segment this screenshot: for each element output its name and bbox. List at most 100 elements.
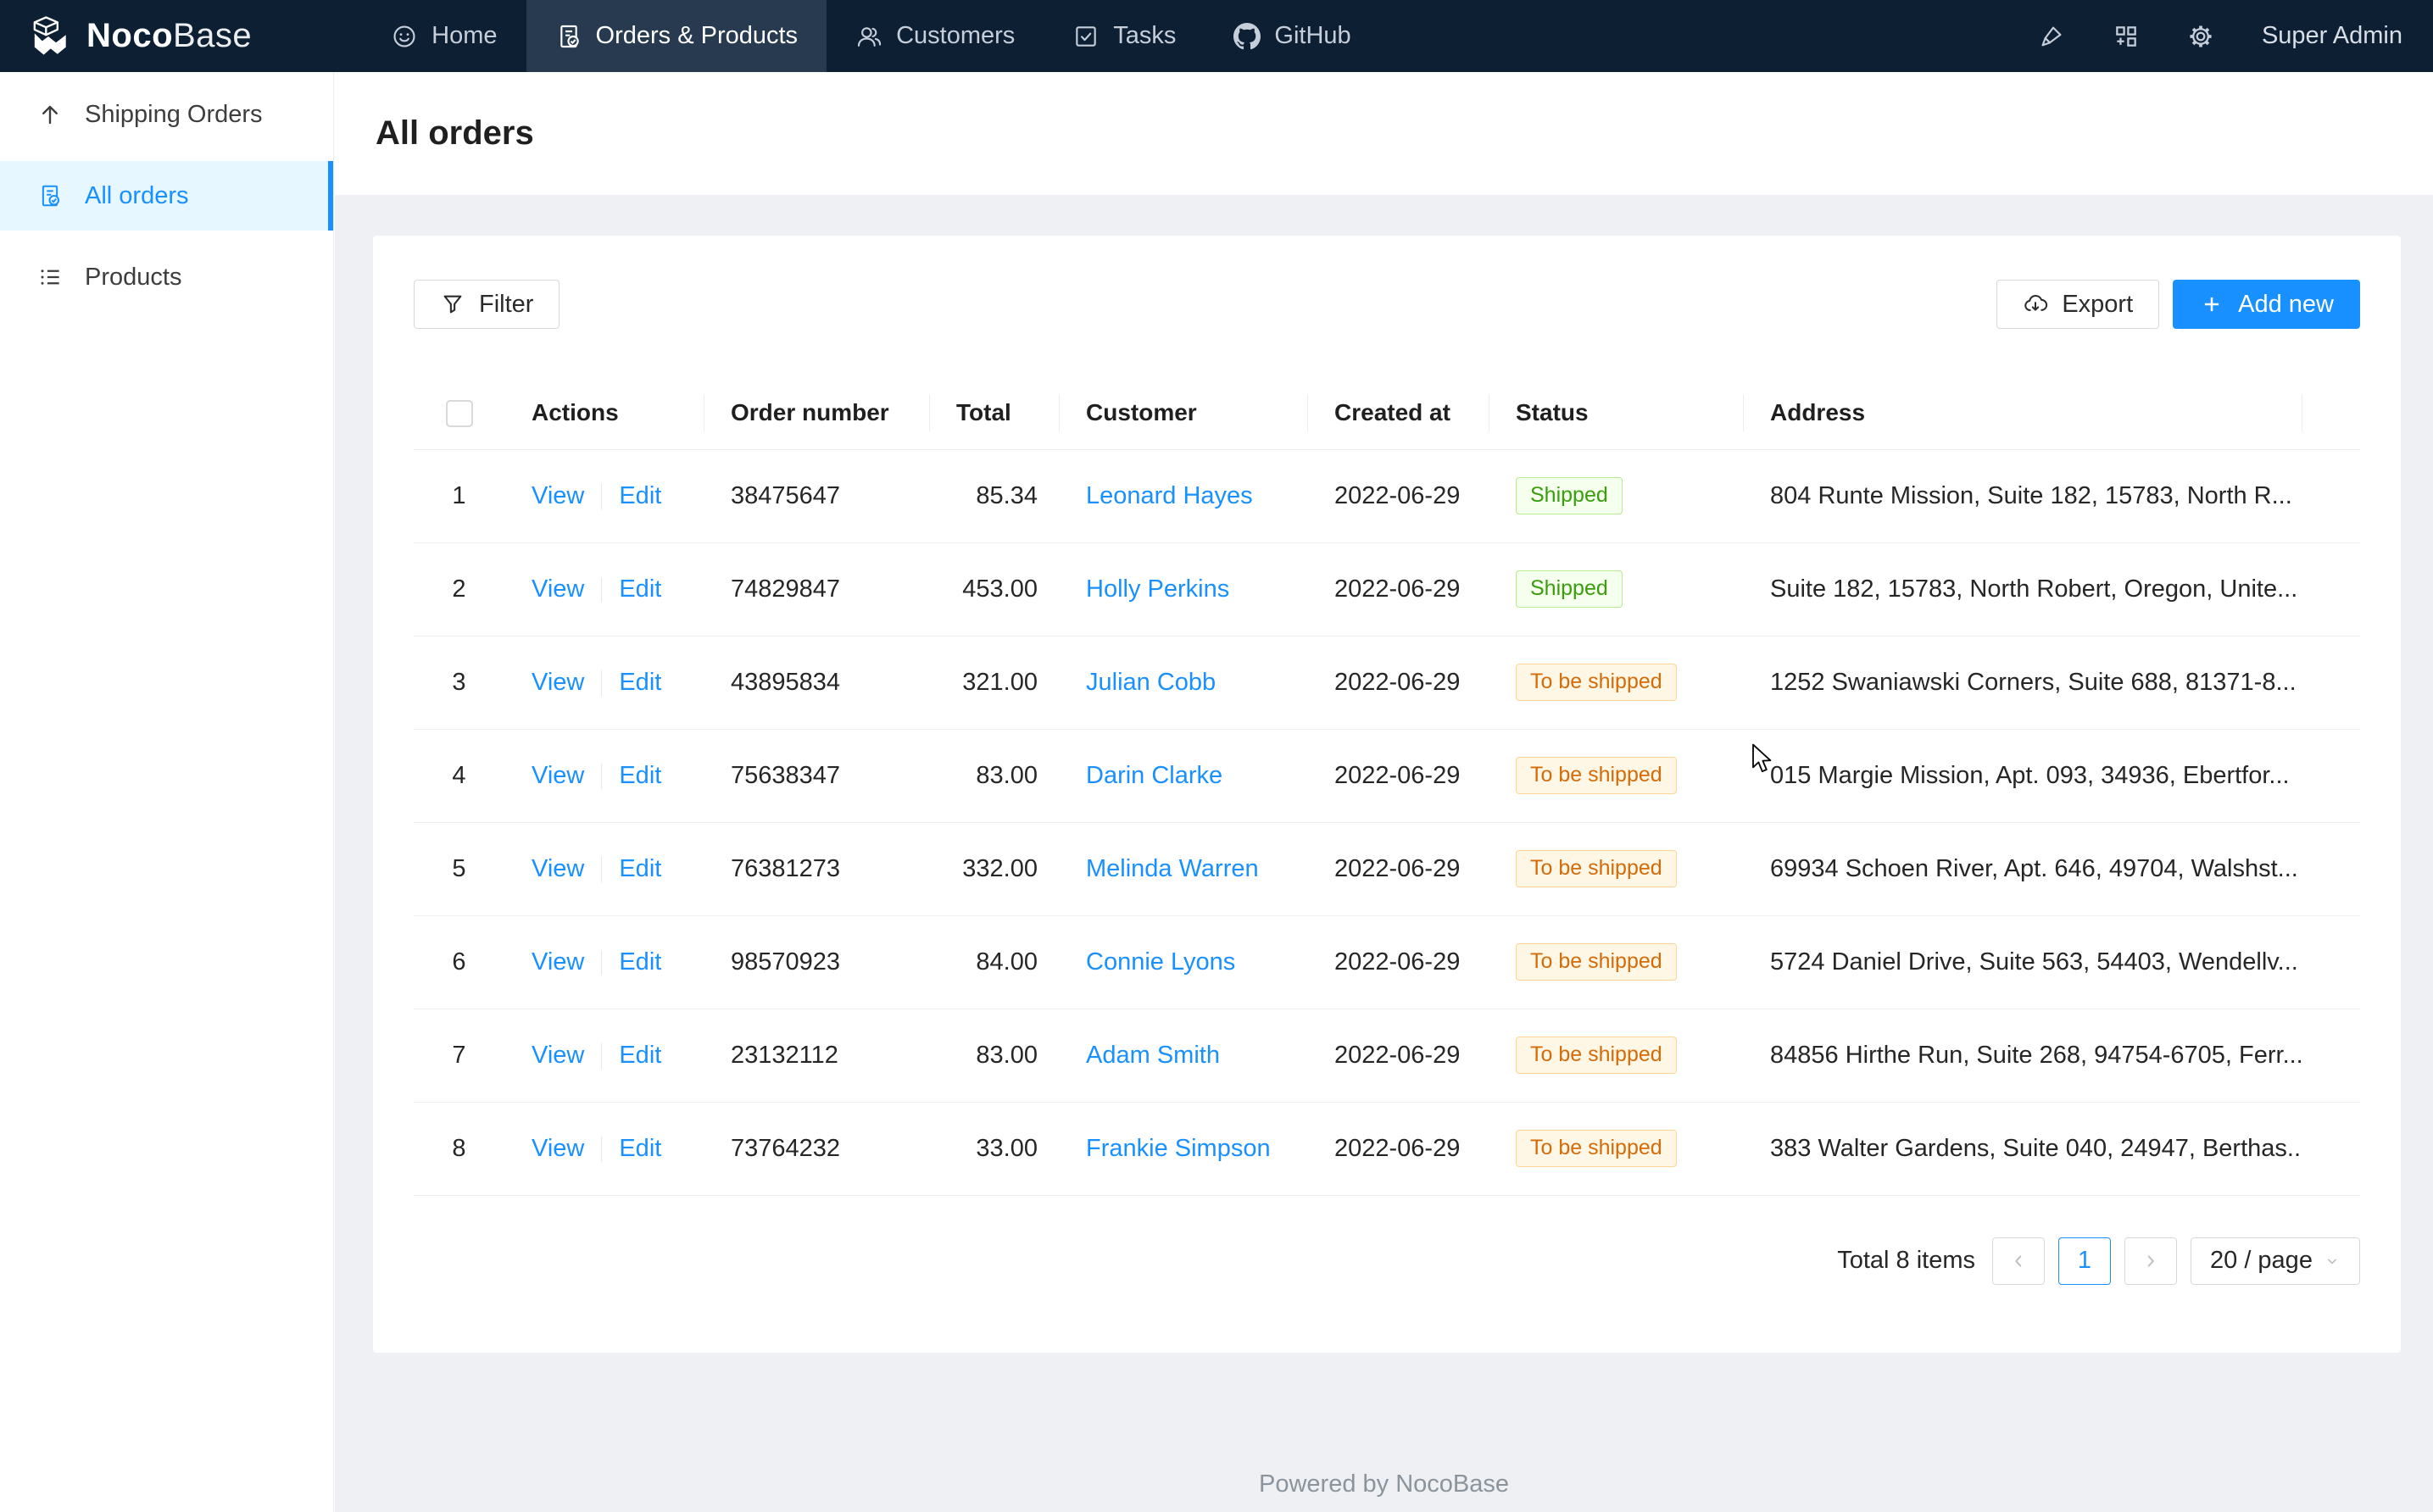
column-header-created-at: Created at: [1307, 377, 1489, 450]
select-all-checkbox[interactable]: [445, 400, 473, 428]
sidebar-item-products[interactable]: Products: [0, 242, 333, 312]
page-size-select[interactable]: 20 / page: [2191, 1237, 2360, 1285]
appstore-add-icon[interactable]: [2113, 23, 2140, 50]
extra-cell: [2302, 822, 2360, 916]
nav-tab-label: GitHub: [1274, 22, 1351, 49]
export-button[interactable]: Export: [1996, 280, 2160, 329]
status-tag: To be shipped: [1516, 1130, 1677, 1167]
page-number-button[interactable]: 1: [2058, 1237, 2111, 1285]
prev-page-button[interactable]: [1992, 1237, 2045, 1285]
sidebar-item-shipping-orders[interactable]: Shipping Orders: [0, 80, 333, 149]
view-link[interactable]: View: [532, 481, 585, 509]
actions-cell: View Edit: [504, 449, 704, 543]
customer-link[interactable]: Leonard Hayes: [1086, 481, 1253, 509]
status-cell: To be shipped: [1489, 1102, 1743, 1196]
order-number-cell: 76381273: [704, 822, 929, 916]
customer-link[interactable]: Melinda Warren: [1086, 854, 1259, 882]
gear-icon[interactable]: [2187, 23, 2214, 50]
sidebar-item-all-orders[interactable]: All orders: [0, 161, 333, 231]
sidebar: Shipping Orders All orders Products: [0, 72, 334, 1512]
pagination: Total 8 items 1 20 / page: [414, 1237, 2360, 1285]
edit-link[interactable]: Edit: [619, 761, 662, 789]
status-tag: To be shipped: [1516, 943, 1677, 981]
edit-link[interactable]: Edit: [619, 668, 662, 696]
nav-tab-label: Home: [431, 22, 498, 49]
view-link[interactable]: View: [532, 668, 585, 696]
nocobase-logo-icon: [25, 14, 71, 58]
view-link[interactable]: View: [532, 1134, 585, 1162]
view-link[interactable]: View: [532, 575, 585, 603]
edit-link[interactable]: Edit: [619, 854, 662, 882]
list-icon: [37, 264, 63, 290]
nav-tab-home[interactable]: Home: [362, 0, 526, 72]
customer-link[interactable]: Frankie Simpson: [1086, 1134, 1271, 1162]
edit-link[interactable]: Edit: [619, 481, 662, 509]
status-cell: To be shipped: [1489, 729, 1743, 823]
edit-link[interactable]: Edit: [619, 1041, 662, 1069]
row-index: 4: [414, 729, 504, 823]
arrow-up-icon: [37, 102, 63, 127]
view-link[interactable]: View: [532, 854, 585, 882]
row-index: 2: [414, 542, 504, 636]
next-page-button[interactable]: [2124, 1237, 2177, 1285]
action-divider: [601, 483, 603, 509]
customer-link[interactable]: Darin Clarke: [1086, 761, 1223, 789]
view-link[interactable]: View: [532, 1041, 585, 1069]
customer-link[interactable]: Adam Smith: [1086, 1041, 1220, 1069]
logo-text: NocoBase: [86, 17, 253, 54]
action-divider: [601, 670, 603, 696]
plus-icon: [2199, 292, 2224, 317]
nav-tab-orders-products[interactable]: Orders & Products: [526, 0, 827, 72]
smile-icon: [391, 23, 418, 50]
status-tag: To be shipped: [1516, 664, 1677, 701]
order-number-cell: 74829847: [704, 542, 929, 636]
created-at-cell: 2022-06-29: [1307, 822, 1489, 916]
extra-cell: [2302, 449, 2360, 543]
extra-cell: [2302, 636, 2360, 730]
table-row: 7 View Edit 23132112 83.00 Adam Smith 202…: [414, 1009, 2360, 1103]
customer-cell: Holly Perkins: [1059, 542, 1307, 636]
nav-tab-label: Customers: [896, 22, 1016, 49]
edit-link[interactable]: Edit: [619, 948, 662, 976]
extra-cell: [2302, 542, 2360, 636]
view-link[interactable]: View: [532, 761, 585, 789]
edit-link[interactable]: Edit: [619, 1134, 662, 1162]
page-header: All orders: [335, 72, 2433, 195]
filter-button[interactable]: Filter: [414, 280, 560, 329]
edit-link[interactable]: Edit: [619, 575, 662, 603]
add-new-button[interactable]: Add new: [2173, 280, 2360, 329]
nav-tab-tasks[interactable]: Tasks: [1044, 0, 1205, 72]
order-number-cell: 73764232: [704, 1102, 929, 1196]
created-at-cell: 2022-06-29: [1307, 729, 1489, 823]
customer-link[interactable]: Connie Lyons: [1086, 948, 1236, 976]
nav-tab-github[interactable]: GitHub: [1205, 0, 1379, 72]
row-index: 7: [414, 1009, 504, 1103]
extra-cell: [2302, 729, 2360, 823]
column-header-address: Address: [1743, 377, 2302, 450]
nav-tab-label: Tasks: [1113, 22, 1177, 49]
view-link[interactable]: View: [532, 948, 585, 976]
sidebar-item-label: Products: [85, 263, 182, 291]
highlighter-icon[interactable]: [2038, 23, 2065, 50]
table-row: 3 View Edit 43895834 321.00 Julian Cobb 2…: [414, 636, 2360, 730]
order-number-cell: 43895834: [704, 636, 929, 730]
column-header-total: Total: [929, 377, 1059, 450]
extra-cell: [2302, 1009, 2360, 1103]
address-cell: 5724 Daniel Drive, Suite 563, 54403, Wen…: [1743, 915, 2302, 1009]
table-header-row: Actions Order number Total Customer Crea…: [414, 377, 2360, 450]
row-index: 6: [414, 915, 504, 1009]
filter-icon: [440, 292, 465, 317]
created-at-cell: 2022-06-29: [1307, 1102, 1489, 1196]
table-toolbar: Filter Export: [414, 280, 2360, 329]
customer-link[interactable]: Julian Cobb: [1086, 668, 1216, 696]
nav-tab-customers[interactable]: Customers: [827, 0, 1044, 72]
actions-cell: View Edit: [504, 542, 704, 636]
column-header-extra: [2302, 377, 2360, 450]
user-menu[interactable]: Super Admin: [2261, 22, 2402, 49]
cloud-download-icon: [2023, 292, 2048, 317]
total-cell: 453.00: [929, 542, 1059, 636]
nocobase-logo[interactable]: NocoBase: [0, 0, 252, 72]
customer-link[interactable]: Holly Perkins: [1086, 575, 1230, 603]
customer-cell: Frankie Simpson: [1059, 1102, 1307, 1196]
top-navbar: NocoBase Home: [0, 0, 2433, 72]
